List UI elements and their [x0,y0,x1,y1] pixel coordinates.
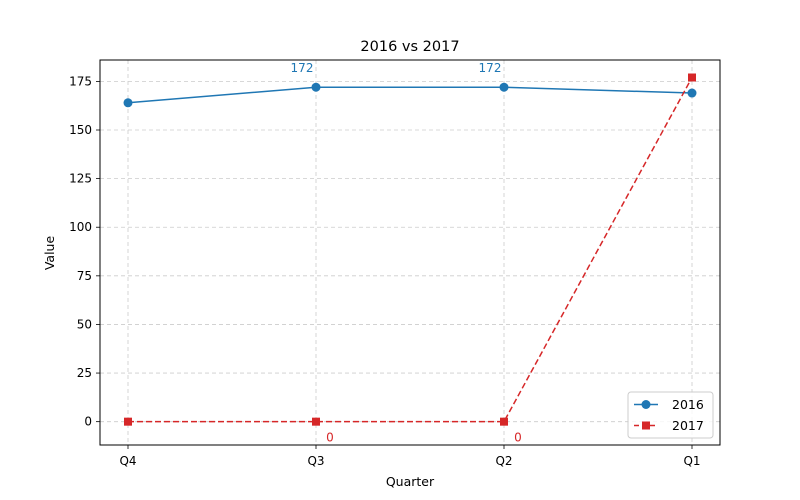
series-2017-point [688,73,696,82]
series-2016-data-label: 172 [291,61,314,75]
y-axis-label: Value [42,236,57,271]
chart-title: 2016 vs 2017 [360,39,459,55]
legend: 2016 2017 [627,391,714,439]
legend-2016-label: 2016 [672,397,704,412]
x-axis-label: Quarter [386,474,435,489]
y-tick-label: 125 [69,172,92,186]
series-2016-point [499,82,509,92]
x-tick-label: Q4 [119,454,136,468]
y-tick-label: 25 [77,366,92,380]
series-layer [123,73,697,426]
y-tick-label: 175 [69,74,92,88]
series-2016-data-label: 172 [479,61,502,75]
axis-ticks: Q4 Q3 Q2 Q1 0 25 50 75 100 125 150 175 [69,74,700,468]
x-tick-label: Q3 [307,454,324,468]
plot-frame [99,59,721,446]
y-tick-label: 75 [77,269,92,283]
series-2016-point [687,88,697,98]
series-2017-point [312,417,320,426]
series-2017-line [128,77,693,423]
x-tick-label: Q1 [683,454,700,468]
y-tick-label: 100 [69,220,92,234]
y-tick-label: 150 [69,123,92,137]
legend-2017-marker [642,421,650,430]
series-2016-line [127,86,693,104]
series-2016-point [123,98,133,108]
series-2016-point [311,82,321,92]
x-tick-label: Q2 [495,454,512,468]
y-tick-label: 0 [84,415,92,429]
series-2017-point [124,417,132,426]
series-2017-point [500,417,508,426]
y-tick-label: 50 [77,317,92,331]
legend-2016-marker [641,400,651,409]
series-2017-data-label: 0 [326,431,334,445]
series-2017-data-label: 0 [514,431,522,445]
legend-2017-label: 2017 [672,418,704,433]
data-labels: 172 172 0 0 [291,61,522,444]
